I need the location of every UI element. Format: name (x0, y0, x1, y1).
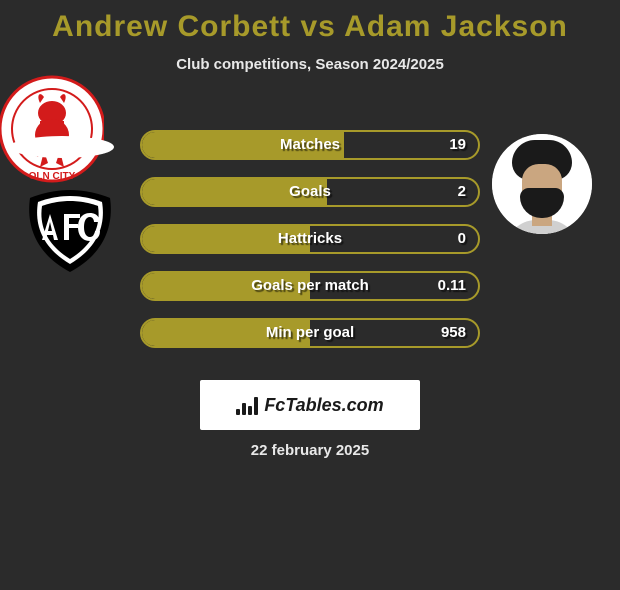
stat-row: Matches 19 (140, 130, 480, 160)
stat-label: Matches (142, 132, 478, 158)
stat-value: 2 (458, 179, 466, 205)
fctables-brand-text: FcTables.com (264, 395, 383, 416)
stat-row: Hattricks 0 (140, 224, 480, 254)
fctables-logo-icon (236, 395, 258, 415)
stat-label: Min per goal (142, 320, 478, 346)
stat-value: 0 (458, 226, 466, 252)
fctables-watermark: FcTables.com (200, 380, 420, 430)
stat-label: Goals per match (142, 273, 478, 299)
stat-label: Hattricks (142, 226, 478, 252)
stat-value: 958 (441, 320, 466, 346)
infographic-date: 22 february 2025 (0, 442, 620, 459)
player-right-avatar (492, 134, 592, 234)
stats-table: Matches 19 Goals 2 Hattricks 0 Goals per… (140, 130, 480, 365)
player-left-avatar-placeholder (10, 136, 114, 158)
club-left-badge (20, 188, 120, 274)
stat-value: 0.11 (438, 273, 466, 299)
comparison-subtitle: Club competitions, Season 2024/2025 (0, 56, 620, 73)
stat-row: Goals per match 0.11 (140, 271, 480, 301)
stat-row: Min per goal 958 (140, 318, 480, 348)
comparison-title: Andrew Corbett vs Adam Jackson (0, 10, 620, 44)
stat-row: Goals 2 (140, 177, 480, 207)
club-right-ring-text: OLN CITY (29, 171, 76, 182)
stat-label: Goals (142, 179, 478, 205)
stat-value: 19 (449, 132, 466, 158)
club-right-badge: OLN CITY (0, 73, 104, 185)
